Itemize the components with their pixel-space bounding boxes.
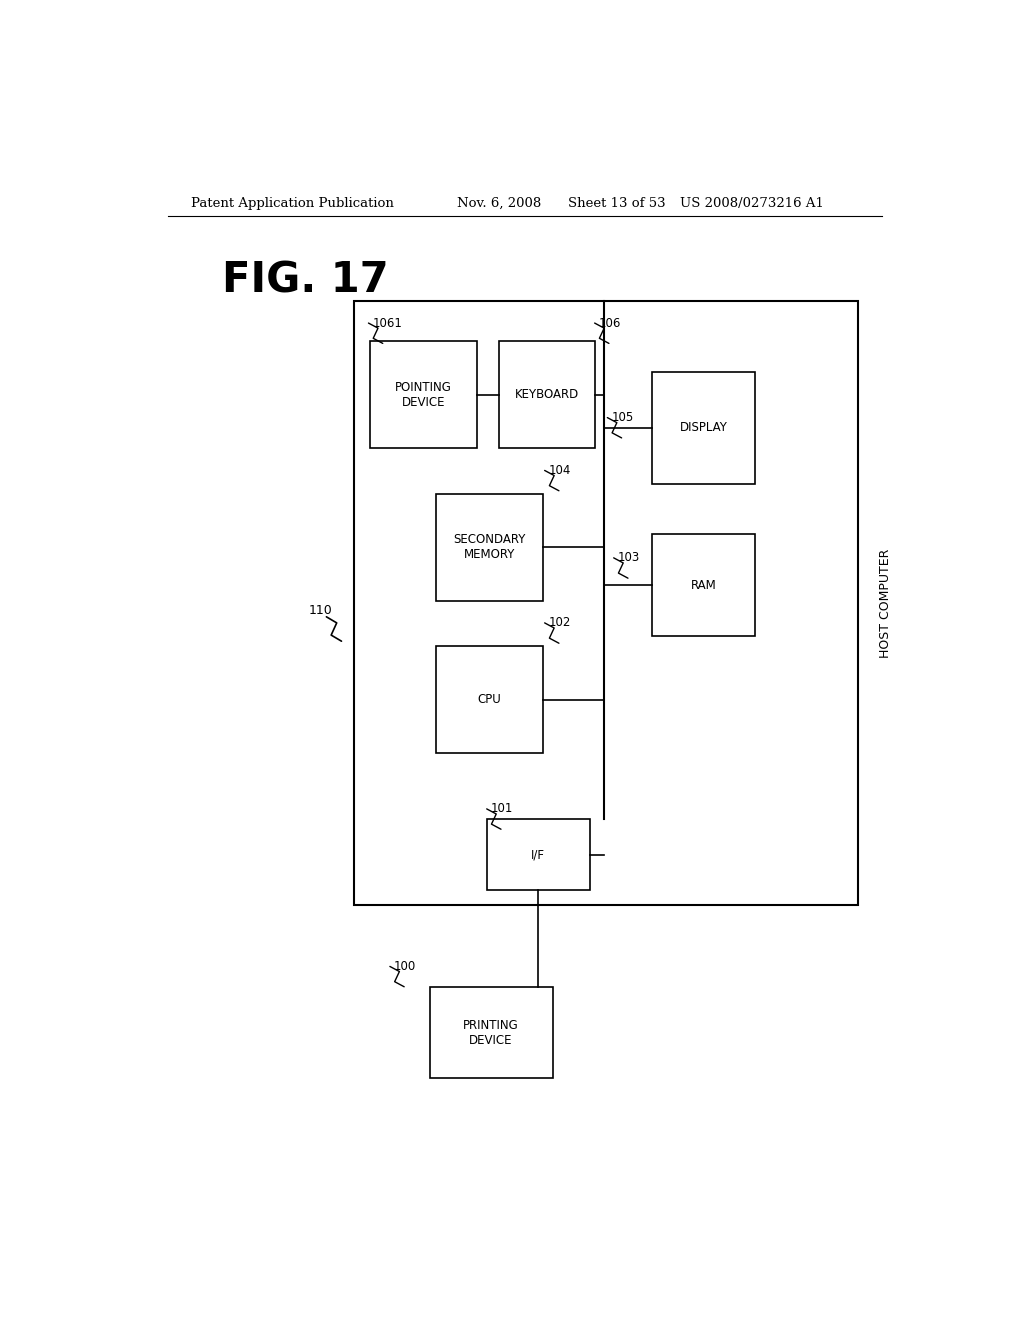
Text: 1061: 1061 bbox=[373, 317, 402, 330]
Bar bbox=[652, 535, 755, 636]
Bar bbox=[370, 342, 477, 447]
Bar bbox=[354, 301, 858, 906]
Bar bbox=[436, 494, 543, 601]
Text: 104: 104 bbox=[549, 463, 571, 477]
Text: SECONDARY
MEMORY: SECONDARY MEMORY bbox=[454, 533, 525, 561]
Text: DISPLAY: DISPLAY bbox=[679, 421, 727, 434]
Text: US 2008/0273216 A1: US 2008/0273216 A1 bbox=[680, 197, 823, 210]
Text: Nov. 6, 2008: Nov. 6, 2008 bbox=[458, 197, 542, 210]
Text: 106: 106 bbox=[599, 317, 621, 330]
Text: 110: 110 bbox=[309, 605, 333, 618]
Text: Patent Application Publication: Patent Application Publication bbox=[191, 197, 394, 210]
Text: CPU: CPU bbox=[477, 693, 502, 706]
Text: 103: 103 bbox=[617, 552, 640, 565]
Text: RAM: RAM bbox=[690, 578, 716, 591]
Text: 101: 101 bbox=[490, 803, 513, 816]
Text: FIG. 17: FIG. 17 bbox=[221, 259, 388, 301]
Text: 105: 105 bbox=[611, 411, 634, 424]
Text: PRINTING
DEVICE: PRINTING DEVICE bbox=[463, 1019, 519, 1047]
Text: 100: 100 bbox=[394, 960, 416, 973]
Bar bbox=[436, 647, 543, 752]
Text: HOST COMPUTER: HOST COMPUTER bbox=[879, 548, 892, 657]
Bar bbox=[430, 987, 553, 1078]
Text: POINTING
DEVICE: POINTING DEVICE bbox=[395, 380, 452, 409]
Bar bbox=[652, 372, 755, 483]
Bar bbox=[486, 818, 590, 890]
Bar bbox=[500, 342, 595, 447]
Text: I/F: I/F bbox=[531, 849, 546, 861]
Text: 102: 102 bbox=[549, 616, 571, 630]
Text: KEYBOARD: KEYBOARD bbox=[515, 388, 580, 401]
Text: Sheet 13 of 53: Sheet 13 of 53 bbox=[568, 197, 666, 210]
